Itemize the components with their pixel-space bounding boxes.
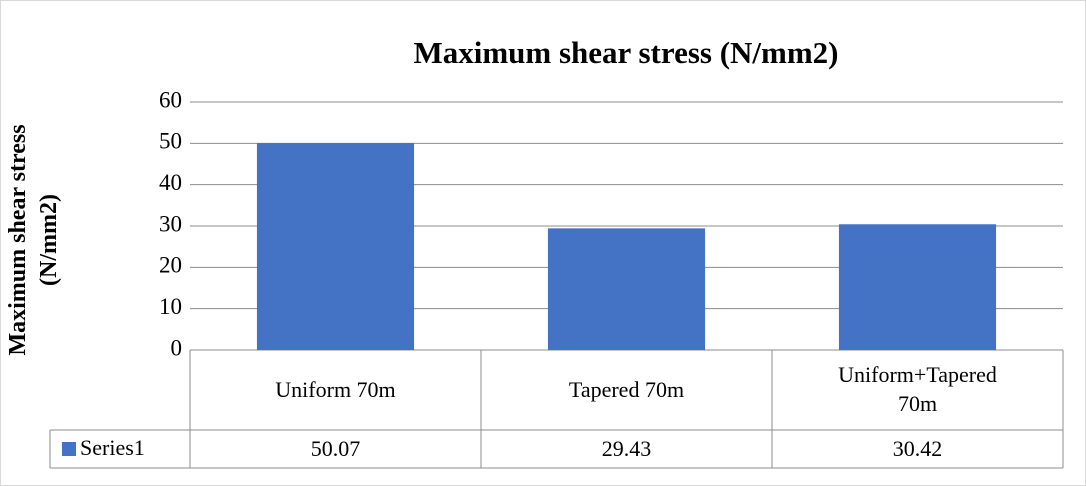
x-tick-label-text: Uniform+Tapered 70m [838, 362, 997, 416]
bar [547, 228, 706, 350]
table-value: 29.43 [481, 430, 772, 468]
bar [838, 224, 997, 350]
y-axis-label: Maximum shear stress (N/mm2) [4, 124, 62, 356]
table-value-text: 50.07 [310, 435, 361, 461]
y-tick-label: 40 [159, 170, 182, 195]
table-value: 30.42 [772, 430, 1063, 468]
table-value: 50.07 [190, 430, 481, 468]
x-tick-label: Tapered 70m [481, 350, 772, 430]
y-tick-label: 10 [159, 294, 182, 319]
y-tick-label: 20 [159, 253, 182, 278]
x-tick-label-text: Uniform 70m [275, 376, 396, 402]
x-tick-label: Uniform 70m [190, 350, 481, 430]
chart-title: Maximum shear stress (N/mm2) [413, 35, 838, 70]
table-value-text: 30.42 [892, 435, 943, 461]
y-tick-label: 50 [159, 129, 182, 154]
x-tick-label: Uniform+Tapered 70m [772, 350, 1063, 430]
legend-swatch [62, 442, 76, 456]
y-tick-label: 60 [159, 87, 182, 112]
legend-label: Series1 [80, 435, 145, 460]
table-value-text: 29.43 [601, 435, 652, 461]
x-tick-label-text: Tapered 70m [568, 376, 685, 402]
bar [256, 143, 415, 350]
y-tick-label: 30 [159, 211, 182, 236]
y-tick-label: 0 [171, 335, 183, 360]
